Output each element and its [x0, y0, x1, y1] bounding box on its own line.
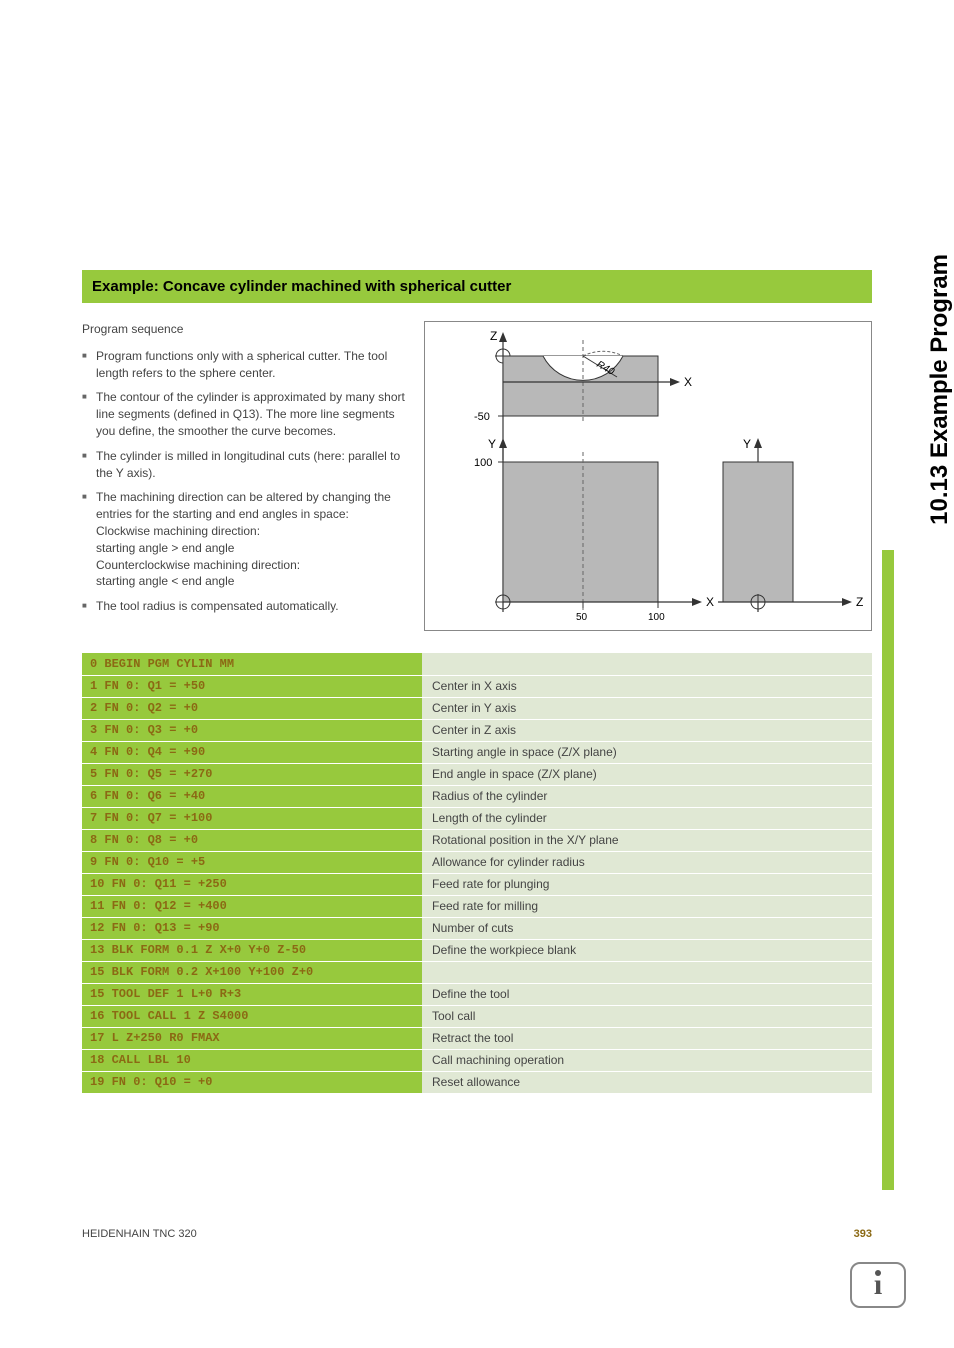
code-cell: 4 FN 0: Q4 = +90: [82, 741, 422, 763]
y100-label: 100: [474, 457, 492, 469]
desc-cell: Center in Z axis: [422, 719, 872, 741]
desc-cell: End angle in space (Z/X plane): [422, 763, 872, 785]
example-title: Example: Concave cylinder machined with …: [82, 270, 872, 303]
desc-cell: Define the workpiece blank: [422, 939, 872, 961]
code-row: 13 BLK FORM 0.1 Z X+0 Y+0 Z-50Define the…: [82, 939, 872, 961]
desc-cell: Feed rate for plunging: [422, 873, 872, 895]
program-sequence: Program sequence Program functions only …: [82, 321, 412, 631]
code-cell: 10 FN 0: Q11 = +250: [82, 873, 422, 895]
code-cell: 16 TOOL CALL 1 Z S4000: [82, 1005, 422, 1027]
code-cell: 15 BLK FORM 0.2 X+100 Y+100 Z+0: [82, 961, 422, 983]
axis-z-label-br: Z: [856, 595, 863, 609]
page-footer: HEIDENHAIN TNC 320 393: [82, 1228, 872, 1240]
tick50-label: 50: [576, 612, 588, 623]
code-cell: 12 FN 0: Q13 = +90: [82, 917, 422, 939]
code-cell: 2 FN 0: Q2 = +0: [82, 697, 422, 719]
code-row: 0 BEGIN PGM CYLIN MM: [82, 653, 872, 675]
desc-cell: Retract the tool: [422, 1027, 872, 1049]
code-cell: 0 BEGIN PGM CYLIN MM: [82, 653, 422, 675]
code-row: 19 FN 0: Q10 = +0Reset allowance: [82, 1071, 872, 1093]
desc-cell: Reset allowance: [422, 1071, 872, 1093]
code-cell: 15 TOOL DEF 1 L+0 R+3: [82, 983, 422, 1005]
axis-x-label: X: [684, 375, 692, 389]
info-icon: ı: [850, 1262, 906, 1308]
code-row: 18 CALL LBL 10Call machining operation: [82, 1049, 872, 1071]
desc-cell: Center in X axis: [422, 675, 872, 697]
axis-x-label-bl: X: [706, 595, 714, 609]
code-row: 10 FN 0: Q11 = +250Feed rate for plungin…: [82, 873, 872, 895]
code-cell: 3 FN 0: Q3 = +0: [82, 719, 422, 741]
intro-row: Program sequence Program functions only …: [82, 321, 872, 631]
page-number: 393: [854, 1228, 872, 1240]
code-cell: 19 FN 0: Q10 = +0: [82, 1071, 422, 1093]
technical-diagram: Z R40 X: [424, 321, 872, 631]
bullet-list: Program functions only with a spherical …: [82, 348, 412, 615]
neg50-label: -50: [474, 411, 490, 423]
code-row: 12 FN 0: Q13 = +90Number of cuts: [82, 917, 872, 939]
sequence-heading: Program sequence: [82, 321, 412, 338]
code-cell: 8 FN 0: Q8 = +0: [82, 829, 422, 851]
code-cell: 9 FN 0: Q10 = +5: [82, 851, 422, 873]
desc-cell: Center in Y axis: [422, 697, 872, 719]
code-row: 8 FN 0: Q8 = +0Rotational position in th…: [82, 829, 872, 851]
desc-cell: Length of the cylinder: [422, 807, 872, 829]
bullet-item: The cylinder is milled in longitudinal c…: [82, 448, 412, 482]
axis-z-label: Z: [490, 329, 497, 343]
desc-cell: Rotational position in the X/Y plane: [422, 829, 872, 851]
desc-cell: Allowance for cylinder radius: [422, 851, 872, 873]
footer-left: HEIDENHAIN TNC 320: [82, 1228, 197, 1240]
code-row: 15 BLK FORM 0.2 X+100 Y+100 Z+0: [82, 961, 872, 983]
desc-cell: Radius of the cylinder: [422, 785, 872, 807]
code-row: 17 L Z+250 R0 FMAXRetract the tool: [82, 1027, 872, 1049]
code-cell: 17 L Z+250 R0 FMAX: [82, 1027, 422, 1049]
code-cell: 7 FN 0: Q7 = +100: [82, 807, 422, 829]
code-row: 15 TOOL DEF 1 L+0 R+3Define the tool: [82, 983, 872, 1005]
code-row: 9 FN 0: Q10 = +5Allowance for cylinder r…: [82, 851, 872, 873]
side-tab-label: 10.13 Example Program: [926, 254, 954, 525]
code-row: 7 FN 0: Q7 = +100Length of the cylinder: [82, 807, 872, 829]
desc-cell: [422, 961, 872, 983]
code-row: 3 FN 0: Q3 = +0Center in Z axis: [82, 719, 872, 741]
code-cell: 11 FN 0: Q12 = +400: [82, 895, 422, 917]
desc-cell: [422, 653, 872, 675]
code-row: 16 TOOL CALL 1 Z S4000Tool call: [82, 1005, 872, 1027]
axis-y-label-left: Y: [488, 437, 496, 451]
desc-cell: Define the tool: [422, 983, 872, 1005]
code-cell: 5 FN 0: Q5 = +270: [82, 763, 422, 785]
tick100-label: 100: [648, 612, 665, 623]
bullet-item: The machining direction can be altered b…: [82, 489, 412, 590]
code-cell: 18 CALL LBL 10: [82, 1049, 422, 1071]
desc-cell: Number of cuts: [422, 917, 872, 939]
code-cell: 6 FN 0: Q6 = +40: [82, 785, 422, 807]
code-row: 5 FN 0: Q5 = +270End angle in space (Z/X…: [82, 763, 872, 785]
bullet-item: Program functions only with a spherical …: [82, 348, 412, 382]
page-content: Example: Concave cylinder machined with …: [82, 270, 872, 1094]
code-cell: 1 FN 0: Q1 = +50: [82, 675, 422, 697]
desc-cell: Tool call: [422, 1005, 872, 1027]
desc-cell: Starting angle in space (Z/X plane): [422, 741, 872, 763]
code-row: 4 FN 0: Q4 = +90Starting angle in space …: [82, 741, 872, 763]
code-row: 11 FN 0: Q12 = +400Feed rate for milling: [82, 895, 872, 917]
code-listing-table: 0 BEGIN PGM CYLIN MM1 FN 0: Q1 = +50Cent…: [82, 653, 872, 1094]
bullet-item: The contour of the cylinder is approxima…: [82, 389, 412, 439]
desc-cell: Feed rate for milling: [422, 895, 872, 917]
side-accent-strip: [882, 550, 894, 1190]
bullet-item: The tool radius is compensated automatic…: [82, 598, 412, 615]
code-row: 1 FN 0: Q1 = +50Center in X axis: [82, 675, 872, 697]
desc-cell: Call machining operation: [422, 1049, 872, 1071]
code-row: 6 FN 0: Q6 = +40Radius of the cylinder: [82, 785, 872, 807]
code-cell: 13 BLK FORM 0.1 Z X+0 Y+0 Z-50: [82, 939, 422, 961]
code-row: 2 FN 0: Q2 = +0Center in Y axis: [82, 697, 872, 719]
axis-y-label-right: Y: [743, 437, 751, 451]
